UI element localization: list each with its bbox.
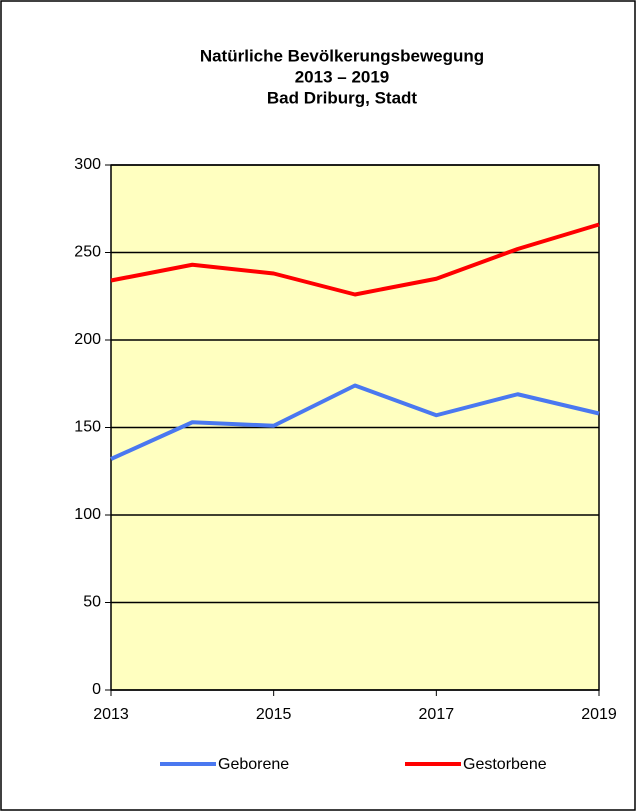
legend-label: Gestorbene [463, 756, 547, 773]
legend-label: Geborene [218, 756, 289, 773]
chart-title: Natürliche Bevölkerungsbewegung [200, 46, 484, 65]
y-tick-label: 100 [74, 506, 101, 523]
series-line [110, 222, 600, 297]
x-tick-label: 2017 [419, 706, 455, 723]
chart-subtitle: 2013 – 2019 [295, 67, 390, 86]
plot-border [110, 164, 600, 691]
x-tick-label: 2019 [581, 706, 617, 723]
x-tick-label: 2013 [93, 706, 129, 723]
y-tick-label: 0 [92, 681, 101, 698]
y-tick-label: 300 [74, 156, 101, 173]
y-tick-label: 150 [74, 419, 101, 436]
y-tick-label: 200 [74, 331, 101, 348]
series-line [110, 383, 600, 461]
x-tick-label: 2015 [256, 706, 292, 723]
y-tick-label: 50 [83, 594, 101, 611]
y-tick-label: 250 [74, 244, 101, 261]
chart-subtitle: Bad Driburg, Stadt [267, 88, 418, 107]
